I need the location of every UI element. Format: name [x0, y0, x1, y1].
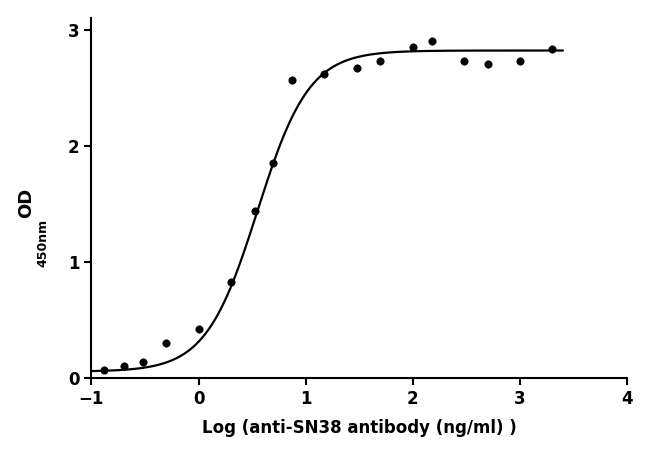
Text: 450nm: 450nm: [36, 219, 49, 267]
Point: [547, 46, 557, 53]
Point: [483, 61, 493, 68]
Point: [458, 57, 469, 64]
Point: [268, 160, 279, 167]
Point: [287, 76, 298, 83]
Point: [426, 38, 437, 45]
Point: [319, 70, 330, 77]
Point: [515, 57, 525, 64]
Point: [249, 207, 260, 214]
Point: [99, 366, 109, 373]
Point: [407, 44, 418, 51]
Point: [118, 363, 129, 370]
Point: [137, 358, 148, 365]
Text: OD: OD: [17, 187, 35, 218]
Point: [225, 278, 236, 285]
Point: [375, 57, 386, 64]
Point: [161, 340, 172, 347]
X-axis label: Log (anti-SN38 antibody (ng/ml) ): Log (anti-SN38 antibody (ng/ml) ): [202, 419, 517, 437]
Point: [351, 64, 362, 72]
Point: [193, 326, 204, 333]
